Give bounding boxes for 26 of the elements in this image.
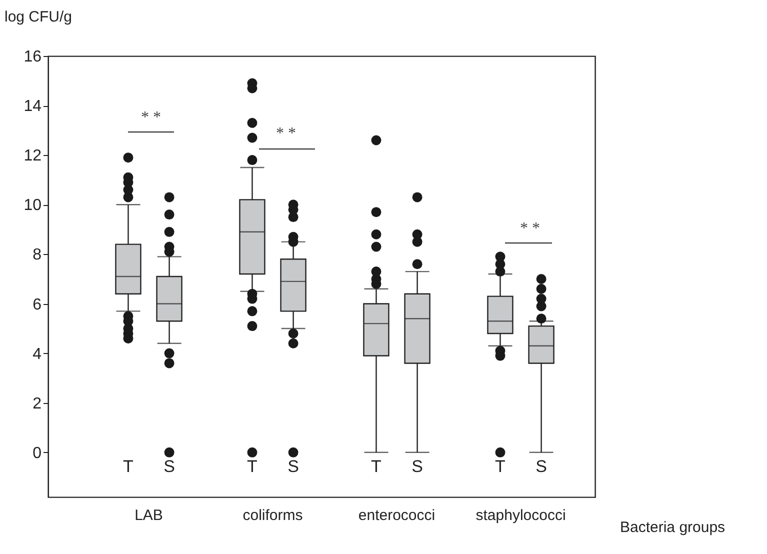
y-tick-label: 2 (32, 395, 42, 412)
x-tick-label: T (123, 457, 134, 476)
y-axis-title: log CFU/g (4, 8, 72, 26)
x-tick-label: S (288, 457, 299, 476)
x-tick-label: S (412, 457, 423, 476)
text: staphylococci (476, 507, 566, 524)
x-tick-label: S (164, 457, 175, 476)
y-tick-label: 4 (32, 346, 42, 363)
x-axis-title: Bacteria groups (620, 519, 726, 536)
x-tick-label: T (495, 457, 506, 476)
y-tick-label: 12 (24, 148, 42, 165)
y-tick-label: 0 (32, 444, 42, 462)
y-tick-label: 8 (32, 246, 42, 264)
x-tick-label: S (536, 457, 547, 476)
x-tick-label: T (371, 457, 382, 476)
y-tick-label: 6 (32, 296, 42, 314)
annotation: * * (520, 220, 540, 237)
annotation: * * (276, 125, 296, 142)
y-tick-label: 10 (24, 197, 42, 214)
y-tick-label: 14 (24, 98, 42, 116)
text: enterococci (358, 507, 436, 524)
text: LAB (134, 507, 163, 524)
y-tick-label: 16 (24, 48, 42, 66)
annotation: * * (141, 109, 161, 126)
text: coliforms (242, 507, 303, 524)
x-tick-label: T (247, 457, 258, 476)
